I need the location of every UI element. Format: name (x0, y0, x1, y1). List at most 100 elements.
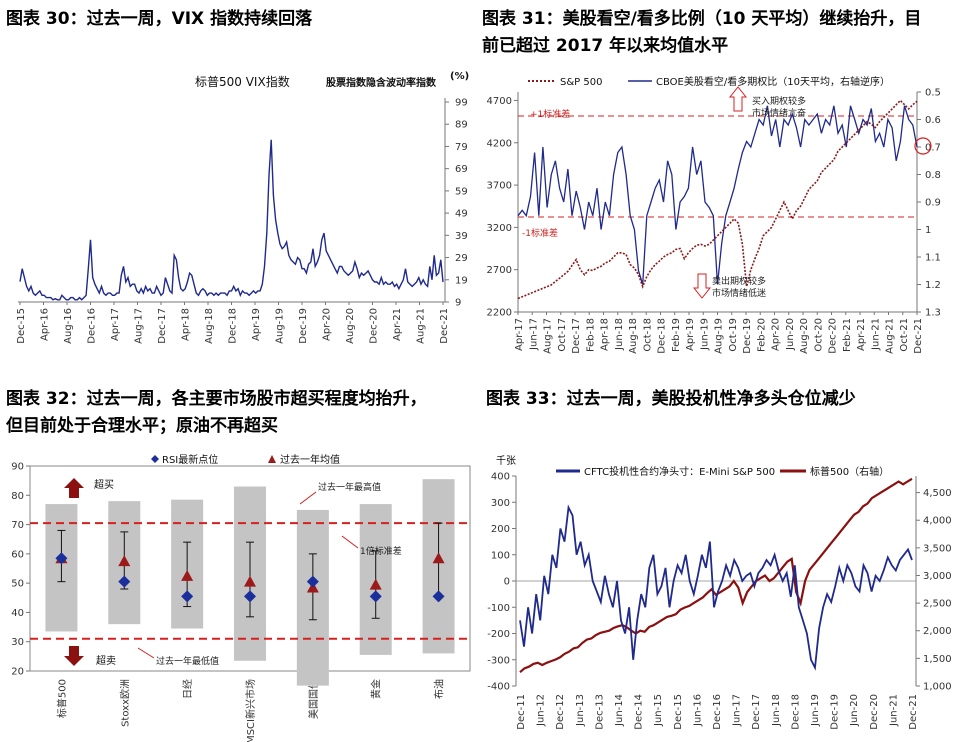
cf-left-tick-label: 300 (491, 498, 510, 509)
pc-annot-bottom: 卖出期权较多 市场情绪低迷 (712, 275, 769, 299)
pc-x-tick-label: Apr-17 (514, 318, 525, 351)
vix-y-tick-label: 49 (455, 209, 468, 220)
rsi-annot-low-pointer (137, 647, 155, 659)
rsi-legend-mean: 过去一年均值 (280, 453, 340, 466)
chart31-title-line1: 图表 31：美股看空/看多比例（10 天平均）继续抬升，目 (482, 9, 922, 29)
cf-x-tick-label: Dec-13 (594, 694, 605, 730)
vix-x-tick-label: Aug-21 (416, 308, 427, 344)
pc-x-tick-label: Jun-17 (528, 318, 539, 351)
rsi-legend-latest: RSI最新点位 (162, 453, 218, 466)
rsi-latest-diamond (55, 552, 68, 565)
pc-x-tick-label: Aug-21 (885, 318, 896, 354)
cf-right-tick-label: 1,000 (923, 682, 952, 693)
pc-x-tick-label: Apr-21 (856, 318, 867, 351)
cf-net-position-line (519, 504, 913, 671)
pc-right-tick-label: 0.5 (925, 88, 941, 99)
cf-x-tick-label: Jun-14 (614, 694, 625, 727)
vix-y-tick-label: 9 (455, 298, 461, 309)
pc-right-tick-label: 1 (925, 225, 931, 236)
chart33-title: 图表 33：过去一周，美股投机性净多头仓位减少 (486, 389, 856, 409)
cf-right-tick-label: 4,000 (923, 516, 952, 527)
pc-x-tick-label: Jun-21 (870, 318, 881, 351)
chart31-title-line2: 前已超过 2017 年以来均值水平 (482, 36, 729, 56)
cf-x-tick-label: Dec-14 (634, 694, 645, 730)
cf-sp500-line (519, 477, 913, 674)
rsi-category-label: MSCI新兴市场 (244, 679, 257, 742)
pc-x-tick-label: Oct-18 (642, 318, 653, 352)
cf-x-tick-label: Dec-18 (790, 694, 801, 730)
rsi-annot-low: 过去一年最低值 (156, 655, 219, 667)
cf-left-tick-label: -200 (487, 629, 510, 640)
vix-x-tick-label: Dec-16 (87, 308, 98, 344)
cf-x-tick-label: Dec-20 (869, 694, 880, 730)
rsi-annot-sd-pointer (341, 535, 359, 549)
pc-x-tick-label: Oct-19 (728, 318, 739, 352)
vix-y-tick-label: 79 (455, 142, 468, 153)
cf-x-tick-label: Jun-18 (771, 694, 782, 727)
vix-x-tick-label: Dec-15 (16, 308, 27, 344)
rsi-mean-triangle (181, 569, 194, 581)
rsi-y-tick-label: 90 (11, 462, 24, 473)
pc-right-tick-label: 0.9 (925, 198, 941, 209)
cf-ylabel: 千张 (496, 455, 516, 467)
pc-x-tick-label: Aug-20 (799, 318, 810, 354)
vix-x-tick-label: Aug-18 (204, 308, 215, 344)
cf-left-tick-label: 400 (491, 472, 510, 483)
vix-series-line (19, 139, 444, 301)
cf-x-tick-label: Dec-19 (830, 694, 841, 730)
pc-left-tick-label: 4200 (487, 138, 512, 149)
pc-legend-sp500: S&P 500 (560, 77, 602, 88)
pc-right-tick-label: 0.7 (925, 143, 941, 154)
cf-x-tick-label: Dec-16 (712, 694, 723, 730)
rsi-y-tick-label: 20 (11, 667, 24, 678)
rsi-legend-triangle-icon (268, 455, 276, 463)
rsi-mean-triangle (432, 552, 445, 564)
vix-y-tick-label: 19 (455, 275, 468, 286)
vix-y-tick-label: 89 (455, 120, 468, 131)
pc-x-tick-label: Apr-18 (600, 318, 611, 351)
cftc-chart: 千张 CFTC投机性合约净头寸：E-Mini S&P 500 标普500（右轴）… (487, 455, 952, 730)
rsi-y-tick-label: 50 (11, 579, 24, 590)
chart30-title: 图表 30：过去一周，VIX 指数持续回落 (6, 9, 313, 29)
vix-y-tick-label: 59 (455, 186, 468, 197)
cf-x-tick-label: Jun-20 (849, 694, 860, 727)
vix-y-tick-label: 69 (455, 164, 468, 175)
cf-right-tick-label: 2,000 (923, 626, 952, 637)
rsi-y-tick-label: 60 (11, 549, 24, 560)
pc-plus-sd-label: +1标准差 (530, 108, 570, 120)
pc-x-tick-label: Feb-19 (671, 318, 682, 352)
pc-x-tick-label: Apr-20 (771, 318, 782, 351)
pc-sp500-line (517, 99, 918, 300)
rsi-y-tick-label: 70 (11, 520, 24, 531)
cf-x-tick-label: Dec-12 (555, 694, 566, 730)
vix-x-tick-label: Aug-19 (275, 308, 286, 344)
vix-x-tick-label: Dec-18 (228, 308, 239, 344)
vix-y-tick-label: 99 (455, 98, 468, 109)
pc-left-tick-label: 3200 (487, 223, 512, 234)
rsi-annot-high-pointer (299, 491, 317, 505)
pc-x-tick-label: Dec-21 (913, 318, 924, 354)
pc-right-tick-label: 0.8 (925, 170, 941, 181)
pc-right-tick-label: 1.3 (925, 308, 941, 319)
vix-x-tick-label: Dec-20 (369, 308, 380, 344)
overbought-label: 超买 (94, 478, 114, 491)
vix-x-tick-label: Apr-21 (392, 308, 403, 341)
vix-chart: 标普500 VIX指数 股票指数隐含波动率指数 (%) 9 19 29 39 49 59 6… (16, 71, 469, 344)
cf-x-tick-label: Jun-17 (732, 694, 743, 727)
cf-x-tick-label: Dec-21 (908, 694, 919, 730)
cf-legend-sp: 标普500（右轴） (810, 465, 889, 478)
cf-left-tick-label: -300 (487, 655, 510, 666)
rsi-latest-diamond (244, 590, 256, 603)
pc-x-tick-label: Aug-18 (628, 318, 639, 354)
vix-x-tick-label: Aug-17 (134, 308, 145, 344)
rsi-latest-diamond (369, 590, 382, 603)
pc-right-tick-label: 1.2 (925, 280, 941, 291)
cf-left-tick-label: -100 (487, 603, 510, 614)
cf-left-tick-label: -400 (487, 682, 510, 693)
rsi-category-label: Stoxx欧洲 (119, 679, 131, 727)
rsi-category-label: 美国国债 (307, 679, 320, 719)
rsi-mean-triangle (118, 555, 131, 567)
cf-left-tick-label: 200 (491, 524, 510, 535)
vix-x-tick-label: Dec-21 (439, 308, 450, 344)
cf-x-tick-label: Jun-12 (536, 694, 547, 727)
